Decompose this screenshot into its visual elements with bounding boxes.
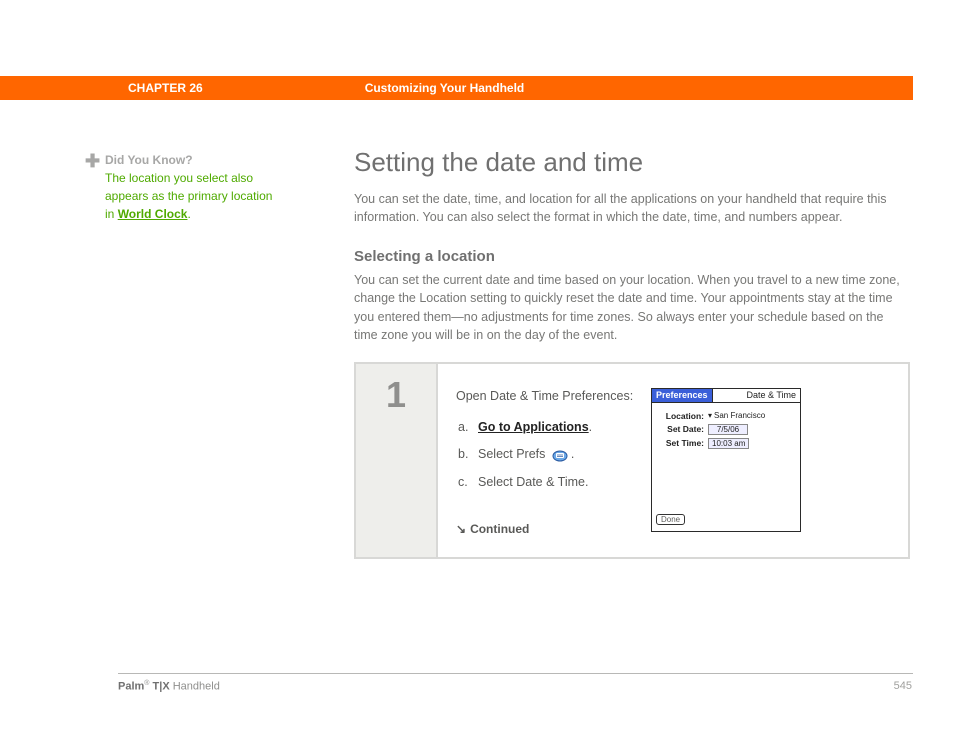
step-box: 1 Open Date & Time Preferences: a. Go to… <box>354 362 910 559</box>
go-to-applications-link[interactable]: Go to Applications <box>478 420 589 434</box>
step-letter: b. <box>458 444 478 465</box>
palm-body: Location: San Francisco Set Date: 7/5/06… <box>652 403 800 460</box>
palm-date-row: Set Date: 7/5/06 <box>658 424 794 435</box>
main-content: Setting the date and time You can set th… <box>354 147 910 559</box>
palm-footer: Done <box>656 509 685 527</box>
palm-location-row: Location: San Francisco <box>658 411 794 421</box>
palm-done-button: Done <box>656 514 685 525</box>
step-list: a. Go to Applications. b. Select Prefs .… <box>456 417 641 493</box>
section-heading: Selecting a location <box>354 248 910 265</box>
section-paragraph: You can set the current date and time ba… <box>354 271 910 344</box>
did-you-know-box: ✚ Did You Know? The location you select … <box>105 151 280 223</box>
continued-text: Continued <box>470 522 529 536</box>
palm-time-row: Set Time: 10:03 am <box>658 438 794 449</box>
intro-paragraph: You can set the date, time, and location… <box>354 190 910 226</box>
continued-label: ↘ Continued <box>456 519 641 539</box>
palm-time-label: Set Time: <box>658 438 704 448</box>
footer-rule <box>118 673 913 674</box>
palm-location-label: Location: <box>658 411 704 421</box>
chapter-topic: Customizing Your Handheld <box>365 81 525 95</box>
palm-title-bar: Preferences Date & Time <box>652 389 800 403</box>
plus-icon: ✚ <box>85 148 100 175</box>
step-letter: a. <box>458 417 478 438</box>
step-c-text: Select Date & Time. <box>478 472 588 493</box>
step-item-a: a. Go to Applications. <box>458 417 641 438</box>
did-you-know-title: Did You Know? <box>105 151 280 169</box>
step-number: 1 <box>386 374 406 557</box>
step-letter: c. <box>458 472 478 493</box>
step-item-c: c. Select Date & Time. <box>458 472 641 493</box>
did-you-know-body: The location you select also appears as … <box>105 169 280 223</box>
chapter-label: CHAPTER 26 <box>128 81 203 95</box>
page-number: 545 <box>894 680 912 692</box>
palm-time-value: 10:03 am <box>708 438 749 449</box>
palm-app-name: Preferences <box>652 389 713 402</box>
prefs-icon <box>551 448 569 462</box>
step-number-column: 1 <box>356 364 438 557</box>
dyk-text-suffix: . <box>187 207 190 221</box>
step-item-b: b. Select Prefs . <box>458 444 641 465</box>
footer-brand: Palm® T|X Handheld <box>118 680 220 693</box>
world-clock-link[interactable]: World Clock <box>118 207 188 221</box>
step-content: Open Date & Time Preferences: a. Go to A… <box>438 364 653 557</box>
palm-panel-name: Date & Time <box>713 389 800 402</box>
palm-location-value: San Francisco <box>708 411 765 420</box>
continued-arrow-icon: ↘ <box>456 522 466 536</box>
step-lead: Open Date & Time Preferences: <box>456 386 641 407</box>
page-title: Setting the date and time <box>354 147 910 178</box>
step-b-prefix: Select Prefs <box>478 447 549 461</box>
chapter-header-bar: CHAPTER 26 Customizing Your Handheld <box>0 76 913 100</box>
palm-date-label: Set Date: <box>658 424 704 434</box>
palm-preferences-screenshot: Preferences Date & Time Location: San Fr… <box>651 388 801 532</box>
palm-date-value: 7/5/06 <box>708 424 748 435</box>
